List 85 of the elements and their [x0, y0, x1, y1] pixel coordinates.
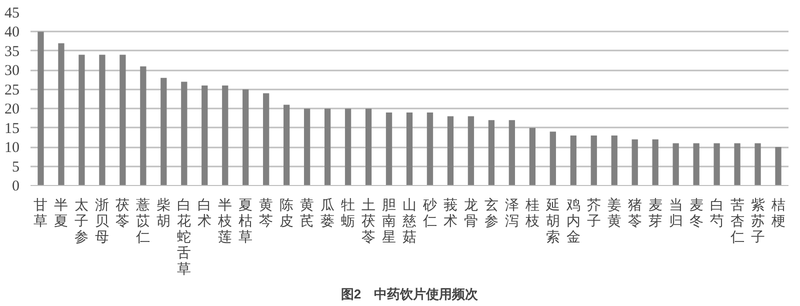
x-tick-label: 白术	[198, 196, 212, 228]
bar	[529, 128, 536, 186]
bar	[652, 139, 658, 186]
x-tick-label: 延胡索	[544, 196, 560, 244]
x-tick-label: 姜黄	[607, 196, 622, 228]
bar	[468, 116, 474, 186]
x-tick-label: 麦芽	[648, 196, 662, 228]
bar	[611, 136, 618, 186]
x-tick-label: 砂仁	[422, 196, 437, 228]
x-tick-label: 山慈菇	[402, 196, 416, 244]
bar	[365, 108, 372, 186]
bar	[324, 108, 331, 186]
x-tick-label: 白芍	[710, 196, 724, 228]
y-tick-label: 30	[4, 63, 20, 80]
bar	[590, 136, 597, 186]
bar	[447, 116, 454, 186]
bar	[263, 93, 270, 186]
bar	[775, 147, 782, 186]
bar	[160, 78, 167, 186]
x-tick-label: 龙骨	[464, 196, 478, 228]
x-tick-label: 陈皮	[280, 196, 294, 228]
x-tick-label: 黄芩	[259, 196, 274, 228]
x-tick-label: 苦杏仁	[729, 196, 744, 244]
x-tick-label: 半枝莲	[217, 196, 232, 244]
y-tick-label: 15	[4, 120, 20, 137]
bar	[693, 143, 700, 186]
bar	[120, 54, 126, 186]
x-tick-label: 当归	[668, 196, 683, 228]
x-tick-label: 紫苏子	[750, 196, 765, 244]
y-tick-label: 25	[4, 82, 20, 98]
bar	[140, 66, 146, 186]
x-tick-label: 玄参	[484, 196, 498, 228]
x-tick-label: 麦冬	[689, 196, 704, 228]
bar	[672, 143, 679, 186]
x-tick-label: 甘草	[34, 196, 48, 228]
bar	[242, 89, 249, 186]
bar	[714, 143, 720, 186]
bar	[754, 143, 761, 186]
y-tick-label: 40	[4, 24, 20, 41]
x-tick-label: 柴胡	[156, 196, 171, 228]
bar	[38, 32, 44, 186]
x-tick-label: 薏苡仁	[135, 196, 150, 244]
x-tick-label: 太子参	[74, 196, 89, 244]
text: 图2 中药饮片使用频次	[340, 286, 480, 302]
bar	[734, 143, 740, 186]
x-tick-label: 茯苓	[116, 196, 130, 228]
x-tick-label: 浙贝母	[95, 196, 110, 244]
y-tick-label: 20	[4, 102, 20, 118]
bar	[386, 112, 392, 186]
bar	[284, 104, 290, 186]
bar	[406, 112, 413, 186]
x-tick-label: 芥子	[586, 196, 601, 228]
bar	[508, 120, 516, 186]
bar	[58, 43, 64, 186]
bar	[99, 54, 106, 186]
x-tick-label: 泽泻	[504, 196, 519, 228]
bar	[181, 82, 188, 186]
x-tick-label: 猪苓	[628, 196, 642, 228]
y-tick-label: 45	[4, 6, 20, 22]
x-tick-label: 土茯苓	[362, 196, 376, 244]
x-tick-label: 半夏	[54, 196, 68, 228]
bar	[426, 112, 434, 186]
x-tick-label: 莪术	[443, 196, 458, 228]
x-tick-label: 桔梗	[770, 196, 786, 228]
x-tick-label: 鸡内金	[565, 196, 580, 244]
y-tick-label: 35	[4, 44, 20, 60]
bar	[344, 108, 352, 186]
y-tick-label: 10	[4, 140, 20, 156]
y-tick-label: 0	[12, 178, 20, 194]
bar	[550, 132, 556, 186]
bar	[222, 86, 228, 186]
x-tick-label: 牡蛎	[341, 196, 356, 228]
x-tick-label: 白花蛇舌草	[177, 196, 192, 276]
bar	[202, 86, 208, 186]
x-tick-label: 桂枝	[524, 196, 540, 228]
x-tick-label: 夏枯草	[238, 196, 253, 244]
x-tick-label: 胆南星	[382, 196, 396, 244]
bar	[304, 108, 310, 186]
bar	[488, 120, 495, 186]
bar	[632, 139, 638, 186]
x-tick-label: 瓜蒌	[320, 196, 335, 228]
x-tick-label: 黄芪	[300, 196, 314, 228]
bar	[570, 136, 576, 186]
y-tick-label: 5	[12, 159, 20, 176]
bar	[78, 54, 85, 186]
